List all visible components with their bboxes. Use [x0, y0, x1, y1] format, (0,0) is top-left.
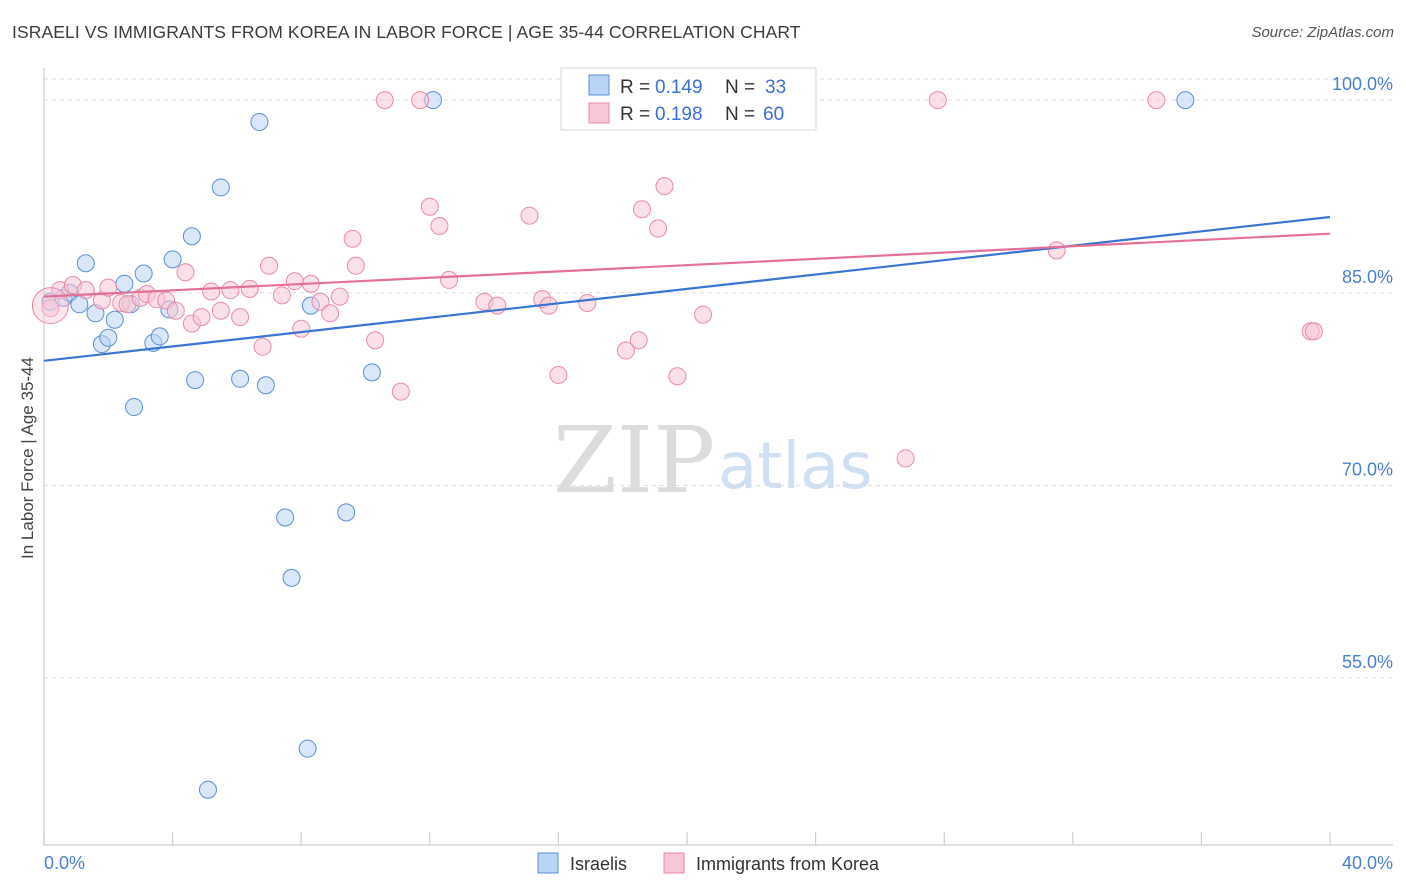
korea-point [211, 301, 230, 320]
bottom-legend-label-israelis: Israelis [570, 854, 627, 874]
korea-point-cluster [31, 287, 69, 325]
korea-point [616, 341, 635, 360]
israelis-point [276, 508, 295, 527]
watermark-zip: ZIP [553, 407, 715, 514]
israelis-point [1176, 91, 1195, 110]
korea-point [343, 229, 362, 248]
korea-point [76, 281, 95, 300]
series-legend: Israelis Immigrants from Korea [537, 852, 880, 874]
korea-point [520, 206, 539, 225]
korea-point [260, 256, 279, 275]
korea-point [321, 304, 340, 323]
korea-point [1304, 322, 1323, 341]
y-tick-label: 85.0% [1342, 267, 1393, 287]
korea-point [176, 263, 195, 282]
korea-point [231, 308, 250, 327]
korea-point [192, 308, 211, 327]
korea-point [649, 219, 668, 238]
israelis-point [99, 328, 118, 347]
korea-point [202, 282, 221, 301]
korea-point [549, 365, 568, 384]
legend-n-value-israelis: 33 [765, 77, 786, 98]
korea-point [346, 256, 365, 275]
korea-point [99, 278, 118, 297]
legend-n-value-korea: 60 [763, 104, 784, 125]
israelis-point [250, 112, 269, 131]
trend-line-korea [43, 232, 1331, 298]
israelis-point [115, 274, 134, 293]
legend-r-label-israelis: R = [620, 77, 650, 98]
korea-point [1147, 91, 1166, 110]
korea-point [166, 301, 185, 320]
israelis-point [282, 568, 301, 587]
israelis-point [105, 310, 124, 329]
israelis-point [125, 398, 144, 417]
korea-point [420, 197, 439, 216]
korea-point [928, 91, 947, 110]
korea-point [366, 331, 385, 350]
x-tick-label-max: 40.0% [1342, 853, 1393, 873]
legend-n-label-israelis: N = [725, 77, 755, 98]
legend-r-value-israelis: 0.149 [655, 77, 703, 98]
korea-point [668, 367, 687, 386]
israelis-point [134, 264, 153, 283]
y-tick-label: 70.0% [1342, 459, 1393, 479]
korea-point [391, 382, 410, 401]
legend-r-label-korea: R = [620, 104, 650, 125]
israelis-point [256, 376, 275, 395]
korea-point [694, 305, 713, 324]
bottom-legend-swatch-korea [663, 852, 685, 874]
israelis-point [337, 503, 356, 522]
trend-lines [43, 215, 1331, 362]
korea-point [430, 216, 449, 235]
chart-title: ISRAELI VS IMMIGRANTS FROM KOREA IN LABO… [12, 22, 801, 42]
korea-point [629, 331, 648, 350]
korea-point [655, 177, 674, 196]
y-tick-label: 55.0% [1342, 652, 1393, 672]
trend-line-israelis [43, 215, 1331, 362]
correlation-legend: R = 0.149 N = 33 R = 0.198 N = 60 [560, 67, 817, 131]
korea-point [411, 91, 430, 110]
korea-point [221, 281, 240, 300]
korea-point [578, 294, 597, 313]
legend-r-value-korea: 0.198 [655, 104, 703, 125]
korea-point [1047, 241, 1066, 260]
korea-point [632, 200, 651, 219]
israelis-point [211, 178, 230, 197]
x-tick-label-min: 0.0% [44, 853, 85, 873]
legend-swatch-israelis [588, 74, 610, 96]
korea-point [440, 270, 459, 289]
y-tick-label: 100.0% [1332, 74, 1393, 94]
korea-point [253, 337, 272, 356]
israelis-point [198, 780, 217, 799]
bottom-legend-label-korea: Immigrants from Korea [696, 854, 880, 874]
y-tick-labels: 55.0% 70.0% 85.0% 100.0% [1332, 74, 1393, 672]
israelis-point [231, 369, 250, 388]
korea-point [311, 292, 330, 311]
legend-swatch-korea [588, 102, 610, 124]
korea-point [41, 299, 60, 318]
israelis-point [186, 371, 205, 390]
axes [43, 68, 1393, 846]
korea-point [375, 91, 394, 110]
korea-point [292, 319, 311, 338]
israelis-point [76, 254, 95, 273]
legend-n-label-korea: N = [725, 104, 755, 125]
israelis-point [163, 250, 182, 269]
watermark-atlas: atlas [718, 430, 873, 504]
korea-point [330, 287, 349, 306]
israelis-point [298, 739, 317, 758]
israelis-point [362, 363, 381, 382]
bottom-legend-swatch-israelis [537, 852, 559, 874]
israelis-point [150, 327, 169, 346]
korea-point [896, 449, 915, 468]
israelis-point [182, 227, 201, 246]
series-korea-points [31, 91, 1323, 468]
korea-point [285, 272, 304, 291]
korea-point [240, 279, 259, 298]
korea-point [272, 286, 291, 305]
x-axis-ticks [43, 832, 1331, 845]
source-note: Source: ZipAtlas.com [1251, 24, 1394, 41]
